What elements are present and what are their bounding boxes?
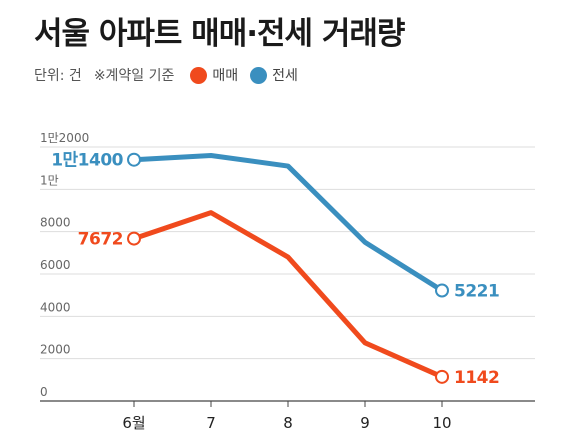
x-tick-label: 10 [432, 414, 451, 432]
y-tick-label: 0 [40, 385, 48, 399]
y-tick-label: 1만2000 [40, 131, 89, 145]
legend-dot-jeonse [250, 66, 268, 84]
x-tick-label: 8 [283, 414, 293, 432]
series-line-jeonse [131, 152, 445, 293]
data-label: 5221 [454, 281, 499, 301]
x-tick-label: 7 [206, 414, 216, 432]
y-tick-label: 6000 [40, 258, 71, 272]
unit-note: 단위: 건 [34, 68, 82, 84]
data-point-marker [127, 152, 141, 167]
data-label: 7672 [78, 230, 123, 250]
y-tick-label: 8000 [40, 216, 71, 230]
legend: 단위: 건 ※계약일 기준 매매 전세 [34, 64, 310, 86]
legend-dot-sale [190, 66, 208, 84]
data-label: 1142 [454, 368, 499, 388]
x-tick-label: 9 [360, 414, 370, 432]
x-tick-label: 6월 [122, 414, 145, 432]
series-line-sale [131, 210, 445, 380]
data-point-marker [435, 283, 449, 298]
y-tick-label: 1만 [40, 173, 59, 187]
legend-label-sale: 매매 [212, 68, 239, 84]
chart-title: 서울 아파트 매매·전세 거래량 [34, 16, 405, 52]
legend-item-jeonse: 전세 [250, 65, 298, 85]
y-tick-label: 4000 [40, 300, 71, 314]
data-label: 1만1400 [51, 151, 123, 171]
legend-item-sale: 매매 [190, 65, 238, 85]
data-point-marker [127, 231, 141, 246]
data-point-marker [435, 369, 449, 384]
legend-label-jeonse: 전세 [272, 68, 298, 84]
basis-note: ※계약일 기준 [93, 68, 175, 84]
y-tick-label: 2000 [40, 343, 71, 357]
